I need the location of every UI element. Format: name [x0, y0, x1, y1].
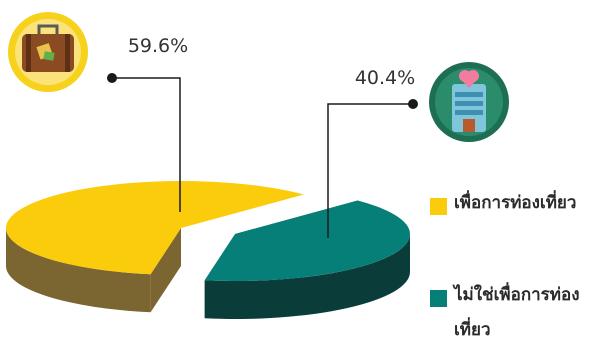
legend-swatch-travel — [430, 198, 447, 215]
hospital-building-icon — [429, 62, 509, 142]
slice-non-travel — [204, 200, 410, 281]
suitcase-icon — [8, 12, 88, 92]
value-label-non-travel: 40.4% — [355, 67, 415, 89]
leader-line-non-travel — [327, 103, 413, 238]
slice-travel-face — [150, 228, 181, 313]
legend-label-non-travel: ไม่ใช่เพื่อการท่องเที่ยว — [454, 285, 580, 340]
slice-non-travel-side-1 — [204, 234, 410, 319]
leader-dot-non-travel — [408, 99, 418, 109]
legend-label-travel: เพื่อการท่องเที่ยว — [454, 193, 577, 213]
legend-item-non-travel: ไม่ใช่เพื่อการท่องเที่ยว — [430, 285, 595, 348]
leader-line-travel — [112, 77, 181, 212]
slice-travel-side-0 — [6, 228, 151, 313]
legend-item-travel: เพื่อการท่องเที่ยว — [430, 193, 576, 221]
leader-dot-travel — [107, 73, 117, 83]
value-label-travel: 59.6% — [128, 35, 188, 57]
legend-swatch-non-travel — [430, 290, 447, 307]
slice-travel — [5, 180, 304, 275]
